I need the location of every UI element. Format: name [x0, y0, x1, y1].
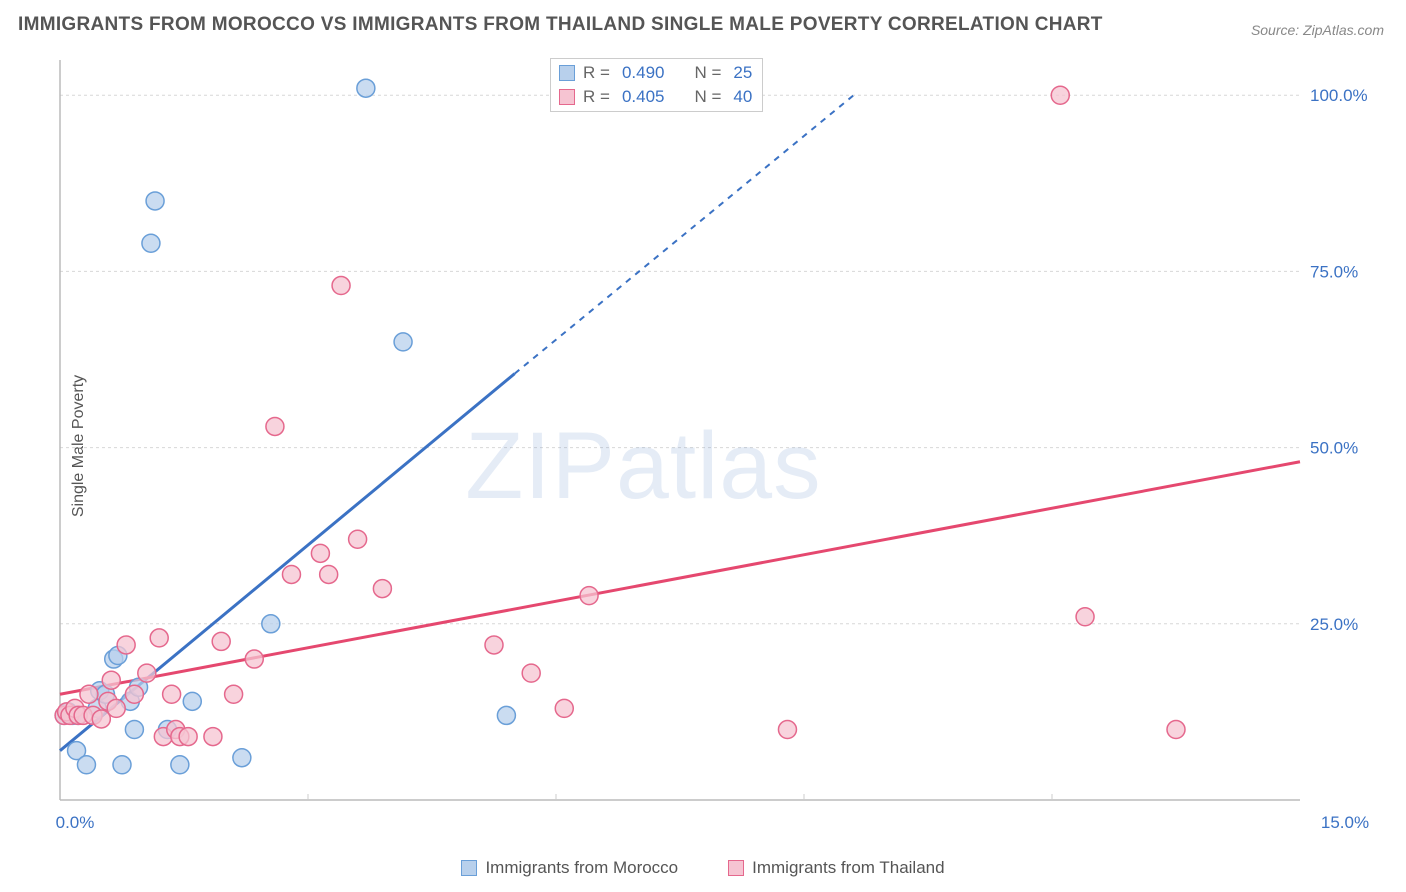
chart-title: IMMIGRANTS FROM MOROCCO VS IMMIGRANTS FR…	[18, 14, 1103, 36]
point-thailand	[349, 530, 367, 548]
point-thailand	[245, 650, 263, 668]
legend-swatch-morocco	[461, 860, 477, 876]
scatter-plot: 25.0% 50.0% 75.0% 100.0% 0.0% 15.0%	[50, 50, 1380, 840]
point-thailand	[117, 636, 135, 654]
point-thailand	[204, 728, 222, 746]
point-thailand	[102, 671, 120, 689]
point-morocco	[262, 615, 280, 633]
svg-text:0.0%: 0.0%	[56, 813, 95, 832]
point-morocco	[125, 721, 143, 739]
point-thailand	[150, 629, 168, 647]
point-thailand	[332, 277, 350, 295]
point-thailand	[311, 544, 329, 562]
point-morocco	[394, 333, 412, 351]
point-morocco	[171, 756, 189, 774]
point-morocco	[183, 692, 201, 710]
legend-item-thailand: Immigrants from Thailand	[728, 858, 944, 878]
legend-swatch-morocco	[559, 65, 575, 81]
legend-item-morocco: Immigrants from Morocco	[461, 858, 678, 878]
stat-N-value-thailand: 40	[733, 85, 752, 109]
stats-row-morocco: R = 0.490 N = 25	[559, 61, 752, 85]
point-thailand	[225, 685, 243, 703]
svg-text:75.0%: 75.0%	[1310, 262, 1358, 281]
point-thailand	[373, 580, 391, 598]
chart-container: IMMIGRANTS FROM MOROCCO VS IMMIGRANTS FR…	[0, 0, 1406, 892]
point-morocco	[497, 706, 515, 724]
svg-text:100.0%: 100.0%	[1310, 86, 1368, 105]
svg-text:25.0%: 25.0%	[1310, 615, 1358, 634]
point-morocco	[357, 79, 375, 97]
legend-label-morocco: Immigrants from Morocco	[485, 858, 678, 878]
legend-label-thailand: Immigrants from Thailand	[752, 858, 944, 878]
point-thailand	[1167, 721, 1185, 739]
point-thailand	[555, 699, 573, 717]
point-thailand	[107, 699, 125, 717]
point-morocco	[113, 756, 131, 774]
point-thailand	[522, 664, 540, 682]
stat-R-label: R =	[583, 61, 610, 85]
point-thailand	[778, 721, 796, 739]
point-morocco	[146, 192, 164, 210]
point-thailand	[138, 664, 156, 682]
svg-text:50.0%: 50.0%	[1310, 439, 1358, 458]
point-thailand	[125, 685, 143, 703]
point-thailand	[282, 565, 300, 583]
point-thailand	[80, 685, 98, 703]
stat-N-label: N =	[694, 85, 721, 109]
point-thailand	[320, 565, 338, 583]
point-thailand	[485, 636, 503, 654]
series-legend: Immigrants from Morocco Immigrants from T…	[0, 858, 1406, 878]
legend-swatch-thailand	[559, 89, 575, 105]
stats-legend: R = 0.490 N = 25 R = 0.405 N = 40	[550, 58, 763, 112]
stat-N-label: N =	[694, 61, 721, 85]
stats-row-thailand: R = 0.405 N = 40	[559, 85, 752, 109]
stat-R-value-morocco: 0.490	[622, 61, 665, 85]
point-thailand	[163, 685, 181, 703]
point-thailand	[580, 587, 598, 605]
svg-text:15.0%: 15.0%	[1321, 813, 1369, 832]
point-thailand	[1051, 86, 1069, 104]
point-thailand	[1076, 608, 1094, 626]
legend-swatch-thailand	[728, 860, 744, 876]
stat-R-value-thailand: 0.405	[622, 85, 665, 109]
stat-R-label: R =	[583, 85, 610, 109]
point-thailand	[179, 728, 197, 746]
stat-N-value-morocco: 25	[733, 61, 752, 85]
point-thailand	[212, 632, 230, 650]
point-thailand	[266, 417, 284, 435]
point-morocco	[77, 756, 95, 774]
point-morocco	[142, 234, 160, 252]
point-morocco	[233, 749, 251, 767]
source-label: Source: ZipAtlas.com	[1251, 22, 1384, 38]
trendline-morocco-extrapolated	[515, 95, 854, 373]
